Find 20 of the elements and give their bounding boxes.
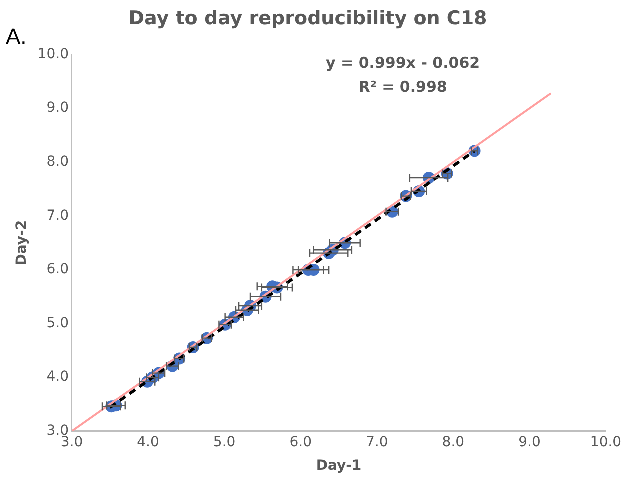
- x-tick-label: 5.0: [213, 434, 236, 450]
- y-tick-label: 10.0: [38, 46, 69, 62]
- y-tick-label: 9.0: [46, 100, 69, 116]
- y-tick-label: 7.0: [46, 208, 69, 224]
- x-tick-label: 6.0: [290, 434, 312, 450]
- y-tick-label: 6.0: [46, 262, 69, 278]
- y-tick-label: 5.0: [46, 315, 69, 332]
- annotation: y = 0.999x - 0.062: [326, 54, 480, 72]
- x-tick-label: 10.0: [590, 434, 622, 450]
- x-tick-label: 7.0: [366, 434, 388, 450]
- y-tick-label: 4.0: [46, 369, 69, 386]
- text: A.: [6, 24, 27, 50]
- y-axis-title: Day-2: [14, 220, 30, 266]
- x-tick-label: 8.0: [442, 434, 465, 450]
- annotation: R² = 0.998: [358, 78, 448, 96]
- x-tick-label: 4.0: [137, 434, 160, 450]
- x-axis-title: Day-1: [316, 458, 362, 474]
- x-tick-label: 9.0: [518, 434, 541, 450]
- y-tick-label: 8.0: [46, 154, 69, 170]
- chart-title: Day to day reproducibility on C18: [128, 7, 488, 30]
